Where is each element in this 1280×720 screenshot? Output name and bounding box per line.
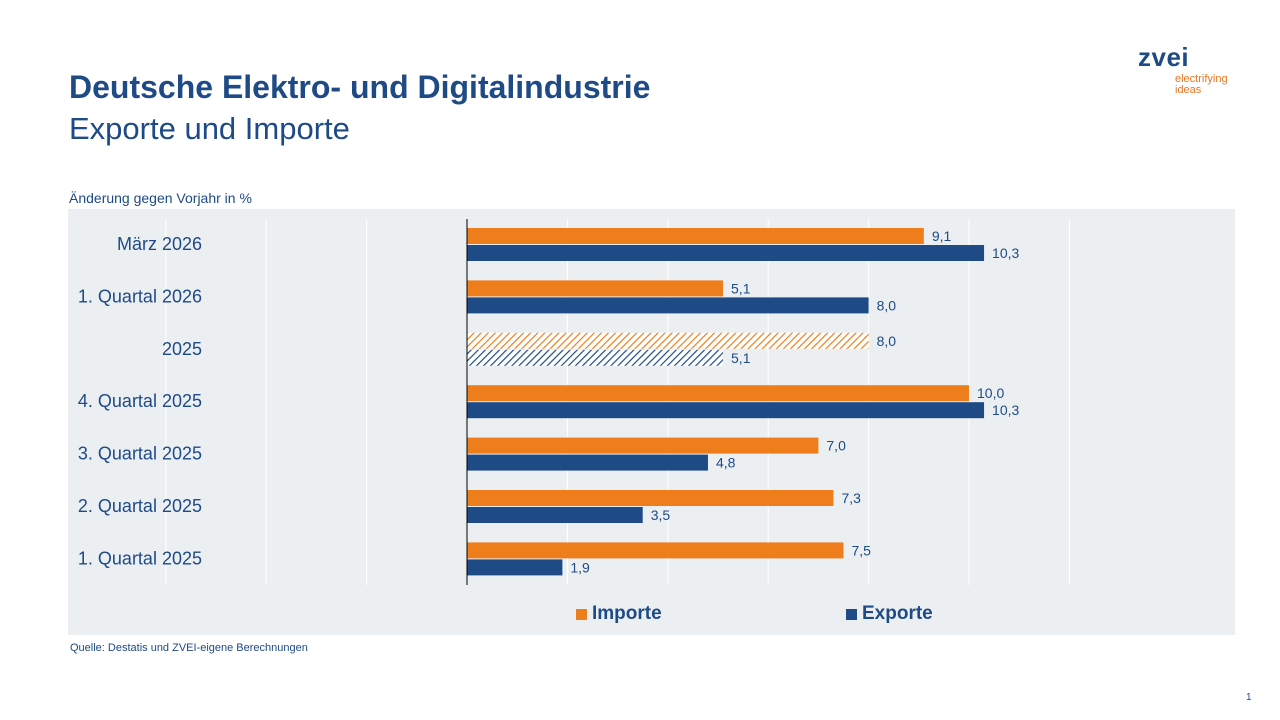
data-label: 3,5: [651, 507, 671, 523]
category-label: 3. Quartal 2025: [78, 444, 202, 464]
legend-label-exporte: Exporte: [862, 603, 933, 624]
data-label: 10,0: [977, 385, 1004, 401]
data-label: 1,9: [570, 559, 590, 575]
category-label: 1. Quartal 2025: [78, 548, 202, 568]
page-number: 1: [1246, 692, 1252, 703]
legend-label-importe: Importe: [592, 603, 662, 624]
chart-panel: [68, 209, 1235, 635]
category-label: 1. Quartal 2026: [78, 286, 202, 306]
data-label: 8,0: [877, 333, 897, 349]
page-title: Deutsche Elektro- und Digitalindustrie: [69, 69, 651, 105]
gridlines: [165, 219, 1070, 585]
bars: [467, 228, 985, 576]
data-label: 8,0: [877, 297, 897, 313]
bar-exporte: [467, 507, 643, 523]
source-note: Quelle: Destatis und ZVEI-eigene Berechn…: [70, 642, 308, 654]
value-labels: 9,110,35,18,08,05,110,010,37,04,87,33,57…: [570, 228, 1019, 575]
data-label: 10,3: [992, 245, 1019, 261]
data-label: 7,3: [841, 490, 861, 506]
category-label: 2. Quartal 2025: [78, 496, 202, 516]
data-label: 7,5: [852, 542, 872, 558]
legend-swatch-importe: [576, 608, 587, 620]
category-labels: März 2026 1. Quartal 2026 2025 4. Quartal 2…: [78, 234, 202, 568]
data-label: 5,1: [731, 280, 751, 296]
bar-importe: [467, 385, 969, 402]
legend-swatch-exporte: [846, 608, 857, 620]
unit-label: Änderung gegen Vorjahr in %: [69, 190, 252, 206]
bar-exporte: [467, 349, 724, 366]
category-label: März 2026: [117, 234, 202, 254]
bar-importe: [467, 490, 834, 506]
logo-tagline: electrifying ideas: [1175, 74, 1228, 96]
bar-importe: [467, 437, 819, 454]
data-label: 5,1: [731, 350, 751, 366]
legend-item-importe: Importe: [576, 603, 662, 625]
category-label: 2025: [162, 339, 202, 359]
bar-importe: [467, 332, 869, 349]
bar-exporte: [467, 402, 985, 419]
bar-exporte: [467, 245, 985, 261]
page-subtitle: Exporte und Importe: [69, 111, 350, 146]
zvei-logo: zvei electrifying ideas: [1138, 40, 1248, 100]
bar-exporte: [467, 297, 869, 314]
category-label: 4. Quartal 2025: [78, 391, 202, 411]
bar-importe: [467, 280, 724, 297]
logo-tagline-line-1: electrifying: [1175, 73, 1228, 85]
bar-exporte: [467, 454, 708, 471]
data-label: 9,1: [932, 228, 952, 244]
data-label: 7,0: [826, 438, 846, 454]
bar-importe: [467, 228, 924, 244]
logo-tagline-line-2: ideas: [1175, 84, 1202, 96]
legend-item-exporte: Exporte: [846, 603, 933, 625]
bar-exporte: [467, 559, 563, 576]
data-label: 10,3: [992, 402, 1019, 418]
bar-importe: [467, 542, 844, 559]
logo-wordmark: zvei: [1138, 42, 1190, 72]
data-label: 4,8: [716, 455, 736, 471]
